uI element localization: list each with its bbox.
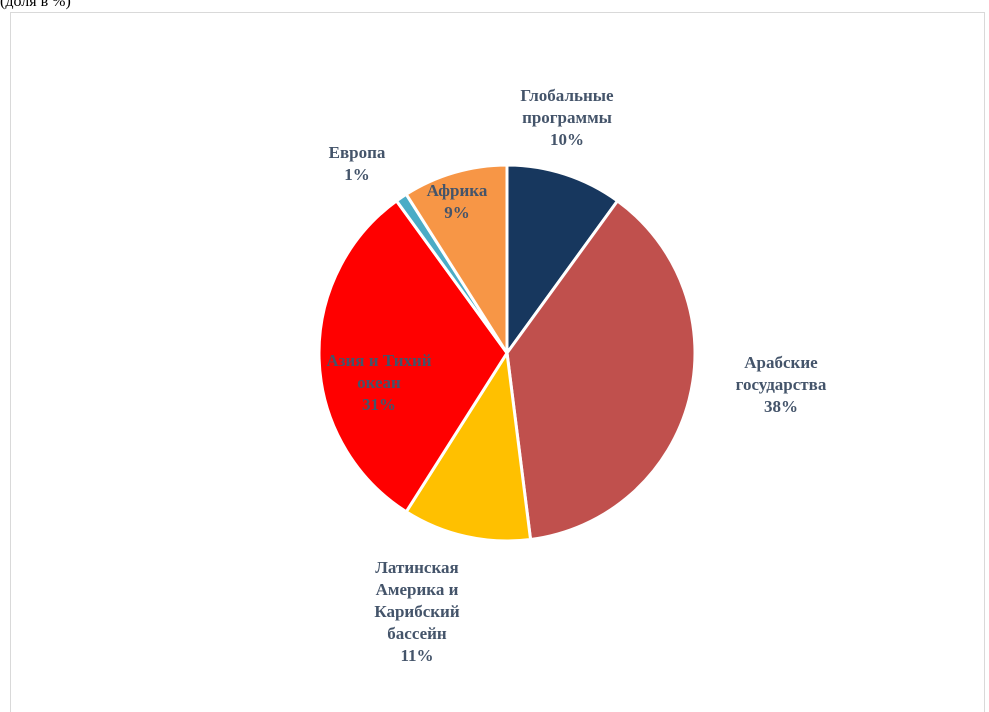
- slice-label-4: Европа 1%: [329, 143, 386, 184]
- slice-label-3: Азия и Тихий океан 31%: [326, 351, 431, 414]
- slice-label-line: Латинская: [375, 558, 458, 577]
- top-text-fragment: (доля в %): [0, 0, 71, 10]
- slice-label-2: Латинская Америка и Карибский бассейн 11%: [374, 558, 459, 665]
- pie-slices: [317, 163, 697, 543]
- slice-label-line: Карибский: [374, 602, 459, 621]
- slice-label-line: Арабские: [744, 353, 818, 372]
- slice-label-line: Азия и Тихий: [326, 351, 431, 370]
- slice-label-0: Глобальные программы 10%: [520, 86, 614, 149]
- pie-labels: Глобальные программы 10% Арабские государств…: [326, 86, 826, 665]
- slice-percent-label: 10%: [550, 130, 584, 149]
- slice-label-line: государства: [736, 375, 827, 394]
- pie-chart: Глобальные программы 10% Арабские государств…: [317, 86, 827, 665]
- slice-label-line: бассейн: [387, 624, 447, 643]
- slice-percent-label: 9%: [444, 203, 470, 222]
- slice-percent-label: 11%: [400, 646, 433, 665]
- pie-slice-0: [505, 163, 619, 355]
- slice-label-5: Африка 9%: [427, 181, 488, 222]
- slice-label-line: Глобальные: [520, 86, 614, 105]
- slice-percent-label: 31%: [362, 395, 396, 414]
- chart-frame: [10, 12, 985, 712]
- pie-slice-2: [404, 351, 533, 543]
- slice-label-line: Африка: [427, 181, 488, 200]
- pie-slice-1: [505, 199, 697, 542]
- slice-label-line: Америка и: [376, 580, 459, 599]
- pie-slice-5: [404, 163, 509, 355]
- slice-label-line: Европа: [329, 143, 386, 162]
- slice-label-line: океан: [357, 373, 401, 392]
- pie-slice-3: [317, 199, 509, 514]
- slice-label-line: программы: [522, 108, 612, 127]
- slice-label-1: Арабские государства 38%: [736, 353, 827, 416]
- slice-percent-label: 38%: [764, 397, 798, 416]
- slice-percent-label: 1%: [344, 165, 370, 184]
